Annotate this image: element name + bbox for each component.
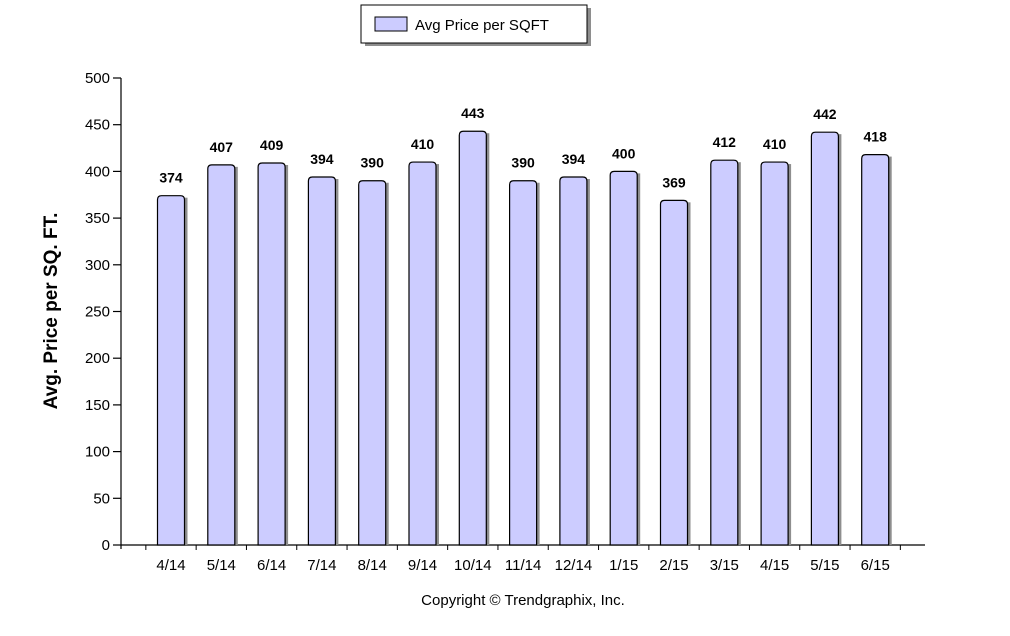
bar-group: 374 <box>156 170 188 546</box>
y-tick-label: 350 <box>85 210 110 227</box>
y-tick-label: 200 <box>85 350 110 367</box>
bar <box>710 159 739 546</box>
bar <box>257 162 286 546</box>
bar-value-label: 374 <box>159 170 183 186</box>
legend: Avg Price per SQFT <box>360 4 591 46</box>
x-tick-label: 5/15 <box>810 557 839 574</box>
bar-group: 394 <box>307 151 339 546</box>
bar <box>408 161 437 546</box>
y-tick-label: 500 <box>85 70 110 87</box>
x-tick-label: 3/15 <box>710 557 739 574</box>
bar <box>609 170 638 546</box>
y-tick-label: 450 <box>85 117 110 134</box>
y-tick-label: 400 <box>85 163 110 180</box>
bar <box>509 180 538 546</box>
copyright-text: Copyright © Trendgraphix, Inc. <box>421 592 625 609</box>
x-tick-label: 10/14 <box>454 557 492 574</box>
bar <box>810 131 839 546</box>
x-tick-label: 11/14 <box>505 557 541 574</box>
bar-group: 390 <box>358 155 389 546</box>
x-tick-label: 5/14 <box>207 557 236 574</box>
x-tick-label: 6/15 <box>861 557 890 574</box>
x-tick-label: 4/14 <box>156 557 185 574</box>
legend-swatch <box>374 16 408 32</box>
bar-group: 410 <box>408 136 439 546</box>
bar <box>358 180 387 546</box>
bar-value-label: 369 <box>662 174 686 190</box>
bar <box>156 195 186 546</box>
bar <box>207 164 236 546</box>
y-axis: 0 50 100 150 200 250 300 350 400 450 500 <box>85 70 122 554</box>
y-tick-label: 300 <box>85 257 110 274</box>
y-axis-title: Avg. Price per SQ. FT. <box>41 213 62 410</box>
bars: 374 407 409 394 390 410 443 390 394 400 369 412 410 4… <box>156 105 892 546</box>
x-tick-label: 12/14 <box>555 557 593 574</box>
bar-group: 418 <box>861 129 892 546</box>
y-tick-label: 100 <box>85 444 110 461</box>
bar-group: 443 <box>458 105 490 546</box>
bar <box>861 153 890 546</box>
x-tick-label: 8/14 <box>358 557 387 574</box>
y-tick-label: 50 <box>93 490 110 507</box>
x-tick-label: 7/14 <box>307 557 336 574</box>
bar-value-label: 443 <box>461 105 485 121</box>
bar-group: 407 <box>207 139 238 546</box>
bar <box>659 199 689 546</box>
bar-value-label: 394 <box>562 151 586 167</box>
bar <box>760 161 789 546</box>
x-tick-label: 6/14 <box>257 557 286 574</box>
bar-value-label: 410 <box>763 136 787 152</box>
bar-value-label: 418 <box>864 129 888 145</box>
bar-value-label: 390 <box>511 155 535 171</box>
bar-group: 394 <box>559 151 590 546</box>
bar-group: 410 <box>760 136 792 546</box>
bar-value-label: 442 <box>813 106 837 122</box>
y-tick-label: 150 <box>85 397 110 414</box>
bar-group: 409 <box>257 137 289 546</box>
bar-group: 400 <box>609 145 641 546</box>
bar <box>458 130 487 546</box>
bar <box>307 176 336 546</box>
x-tick-label: 4/15 <box>760 557 789 574</box>
bar <box>559 176 588 546</box>
bar-group: 442 <box>810 106 842 546</box>
bar-value-label: 390 <box>361 155 385 171</box>
bar-group: 390 <box>509 155 540 546</box>
bar-value-label: 409 <box>260 137 284 153</box>
bar-value-label: 410 <box>411 136 435 152</box>
bar-group: 369 <box>659 174 691 546</box>
x-axis: 4/14 5/14 6/14 7/14 8/14 9/14 10/14 11/14 12/14 1… <box>121 544 925 574</box>
x-tick-label: 1/15 <box>609 557 638 574</box>
bar-value-label: 412 <box>713 134 737 150</box>
x-tick-label: 2/15 <box>659 557 688 574</box>
bar-value-label: 400 <box>612 145 636 161</box>
bar-value-label: 394 <box>310 151 334 167</box>
x-tick-label: 9/14 <box>408 557 437 574</box>
bar-group: 412 <box>710 134 741 546</box>
legend-label: Avg Price per SQFT <box>415 17 549 34</box>
bar-value-label: 407 <box>210 139 234 155</box>
y-tick-label: 0 <box>102 537 110 554</box>
y-tick-label: 250 <box>85 304 110 321</box>
